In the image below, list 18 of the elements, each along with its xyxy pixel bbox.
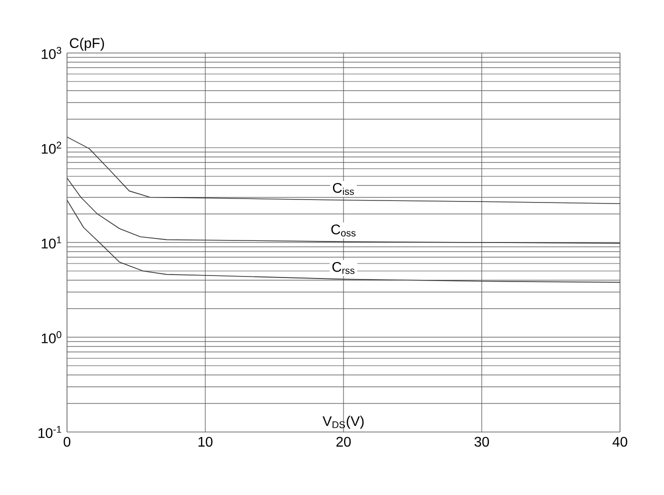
x-tick-label: 20 [336, 436, 351, 447]
series-label: C$_{oss}$ [331, 224, 356, 236]
y-tick-label: 10$^{2}$ [42, 142, 62, 154]
x-tick-label: 10 [198, 436, 212, 447]
y-axis-title: C(pF) [70, 38, 104, 51]
y-tick-label: 10$^{1}$ [42, 236, 62, 249]
y-tick-label: 10$^{0}$ [42, 331, 62, 344]
series-label: C$_{iss}$ [332, 182, 354, 195]
y-tick-label: 10$^{-1}$ [38, 426, 62, 438]
x-tick-label: 30 [474, 436, 489, 447]
y-tick-label: 10$^{3}$ [42, 46, 62, 60]
line-series [67, 178, 620, 244]
series-label: C$_{rss}$ [332, 262, 354, 274]
line-series [67, 200, 620, 283]
line-series [67, 136, 620, 204]
x-axis-title: V$_{DS}$(V) [322, 416, 364, 429]
x-tick-label: 0 [64, 436, 70, 447]
x-tick-label: 40 [612, 436, 628, 447]
